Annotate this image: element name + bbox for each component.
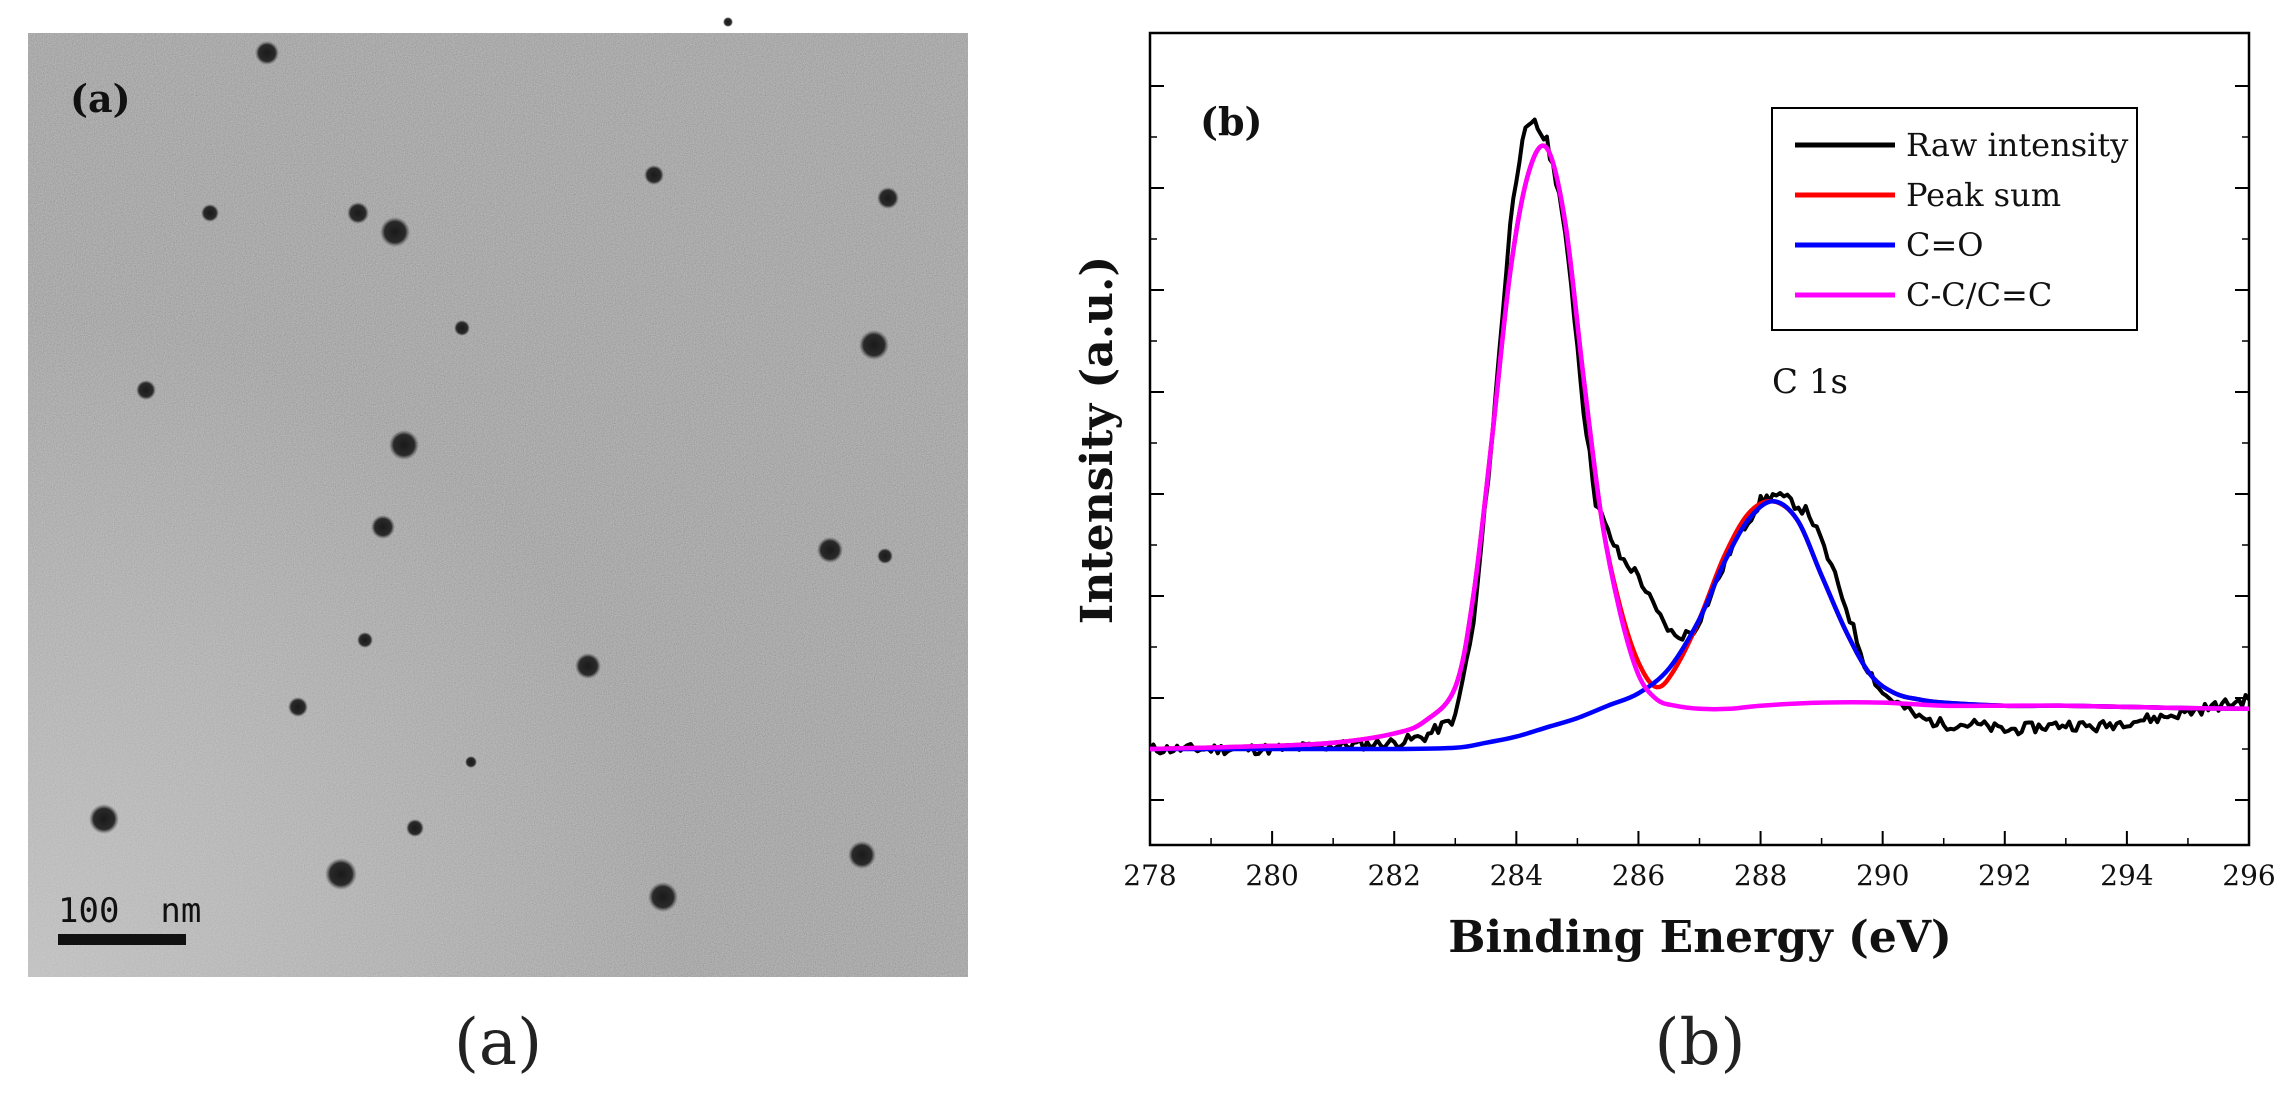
nanoparticle (380, 217, 410, 247)
x-tick-label: 288 (1734, 859, 1787, 892)
xps-chart: 278 280 282 284 286 288 290 292 294 296 (b) C 1s … (1072, 31, 2276, 963)
x-tick-label: 282 (1367, 859, 1420, 892)
nanoparticle (465, 756, 477, 768)
caption-b: (b) (1655, 1006, 1746, 1080)
x-tick-label: 286 (1612, 859, 1665, 892)
y-ticks (1150, 85, 2249, 801)
nanoparticle (371, 515, 395, 539)
nanoparticle (288, 697, 308, 717)
x-tick-label: 292 (1978, 859, 2031, 892)
x-tick-label: 294 (2100, 859, 2153, 892)
nanoparticle (255, 41, 279, 65)
x-tick-label: 284 (1490, 859, 1543, 892)
nanoparticle (389, 430, 419, 460)
x-tick-label: 296 (2222, 859, 2275, 892)
x-tick-label: 278 (1123, 859, 1176, 892)
c-c-line (1150, 143, 2249, 752)
nanoparticle (454, 320, 470, 336)
legend-label: Raw intensity (1906, 126, 2128, 164)
x-tick-label: 280 (1245, 859, 1298, 892)
nanoparticle (648, 882, 678, 912)
x-ticks: 278 280 282 284 286 288 290 292 294 296 (1123, 831, 2276, 892)
nanoparticle (859, 330, 889, 360)
nanoparticle (406, 819, 424, 837)
c1s-annotation: C 1s (1772, 362, 1848, 402)
nanoparticle (575, 653, 601, 679)
nanoparticle (136, 380, 156, 400)
tem-corner-shading (28, 33, 968, 977)
curves (1150, 117, 2249, 757)
nanoparticle (357, 632, 373, 648)
nanoparticle (201, 204, 219, 222)
nanoparticle (723, 17, 733, 27)
scale-bar (58, 934, 186, 945)
scale-bar-label: 100 nm (58, 891, 201, 931)
caption-a: (a) (454, 1006, 542, 1080)
y-axis-title: Intensity (a.u.) (1072, 256, 1123, 624)
tem-image: (a) 100 nm (28, 17, 968, 977)
nanoparticle (644, 165, 664, 185)
legend-label: Peak sum (1906, 176, 2061, 214)
nanoparticle (347, 202, 369, 224)
nanoparticles (89, 17, 899, 912)
tem-panel-label: (a) (70, 76, 131, 121)
x-axis-title: Binding Energy (eV) (1448, 912, 1952, 963)
legend: Raw intensity Peak sum C=O C-C/C=C (1771, 107, 2138, 331)
nanoparticle (848, 841, 876, 869)
nanoparticle (89, 804, 119, 834)
nanoparticle (325, 858, 357, 890)
nanoparticle (877, 548, 893, 564)
legend-label: C-C/C=C (1906, 276, 2052, 314)
nanoparticle (877, 187, 899, 209)
chart-panel-label: (b) (1200, 99, 1263, 144)
x-tick-label: 290 (1856, 859, 1909, 892)
legend-label: C=O (1906, 226, 1984, 264)
nanoparticle (817, 537, 843, 563)
